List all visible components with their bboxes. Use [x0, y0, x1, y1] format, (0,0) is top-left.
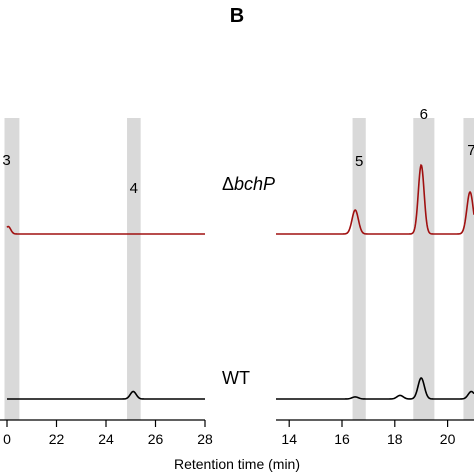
highlight-band-7 [463, 118, 474, 420]
peak-labels: 3 4 5 6 7 [2, 106, 474, 197]
x-axis-title: Retention time (min) [174, 456, 300, 472]
x-tick-label: 24 [98, 431, 114, 447]
trace-delta-bchp-segment-1 [6, 225, 205, 235]
highlight-band-4 [127, 118, 141, 420]
trace-label-delta: Δ [222, 174, 234, 194]
panel-letter: B [230, 5, 244, 27]
traces [6, 163, 474, 400]
highlight-band-3 [4, 118, 20, 420]
x-tick-label: 26 [148, 431, 164, 447]
x-tick-label: 14 [281, 431, 297, 447]
peak-label-3: 3 [2, 152, 10, 169]
x-ticks: 0 22 24 26 28 14 16 18 20 [3, 420, 456, 447]
trace-wt-segment-2 [276, 377, 474, 400]
peak-label-4: 4 [130, 180, 138, 197]
highlight-band-5 [352, 118, 366, 420]
peak-label-5: 5 [355, 153, 363, 170]
x-tick-label: 20 [440, 431, 456, 447]
x-tick-label: 18 [387, 431, 403, 447]
peak-label-6: 6 [420, 106, 428, 123]
highlight-band-6 [413, 118, 435, 420]
x-tick-label: 16 [334, 431, 350, 447]
trace-wt-segment-1 [7, 390, 205, 400]
trace-label-wt: WT [222, 368, 250, 388]
x-tick-label: 28 [197, 431, 213, 447]
peak-label-7: 7 [467, 142, 474, 159]
x-tick-label: 0 [3, 431, 11, 447]
x-tick-label: 22 [49, 431, 65, 447]
trace-delta-bchp-segment-2 [276, 163, 474, 235]
trace-label-delta-bchp: ΔbchP [222, 174, 275, 194]
trace-label-bchp: bchP [234, 174, 275, 194]
